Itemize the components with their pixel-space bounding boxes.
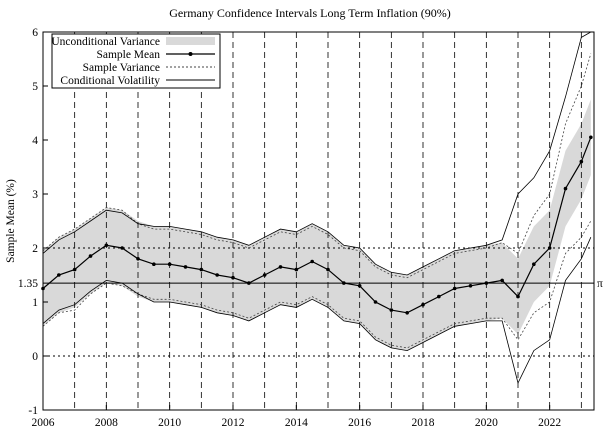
plot-frame (42, 31, 595, 411)
sample-mean-point (468, 284, 473, 288)
legend-entry-label: Sample Mean (96, 49, 160, 61)
sample-mean-point (88, 254, 93, 258)
sample-mean-point (231, 275, 235, 280)
x-tick-label: 2010 (158, 417, 181, 429)
sample-mean-point (547, 246, 552, 250)
sample-mean-point (437, 294, 441, 299)
sample-mean-point (579, 159, 584, 164)
sample-mean-point (167, 262, 172, 267)
chart-title: Germany Confidence Intervals Long Term I… (169, 6, 451, 20)
y-axis-label: Sample Mean (%) (5, 179, 17, 263)
sample-mean-point (373, 300, 378, 304)
axis-layer: -1 0 1 2 3 4 5 6 1.35 2006 2008 2010 2012 2014 2016 201… (18, 27, 603, 429)
sample-mean-point (104, 243, 109, 248)
sample-mean-point (215, 273, 219, 277)
x-tick-label: 2014 (285, 417, 308, 429)
x-tick-label: 2016 (348, 417, 371, 429)
sample-variance-upper (42, 53, 592, 279)
sample-mean-point (389, 308, 394, 312)
y-tick-label: 0 (32, 351, 38, 363)
sample-mean-point (310, 259, 314, 264)
sample-mean-point (183, 265, 188, 269)
x-tick-label: 2006 (32, 417, 55, 429)
y-tick-label: 3 (32, 189, 38, 201)
sample-mean-point (278, 265, 283, 269)
y-tick-label-target: 1.35 (18, 278, 38, 290)
sample-mean-point (72, 267, 77, 272)
legend-entry-label: Conditional Volatility (60, 75, 160, 87)
sample-mean-point (357, 284, 362, 288)
sample-mean-point (57, 273, 61, 277)
conditional-volatility-upper (42, 31, 592, 276)
unconditional-variance-band (43, 99, 591, 351)
x-tick-label: 2012 (222, 417, 245, 429)
legend-swatch-unconditional-variance (166, 37, 215, 45)
grid-layer (43, 32, 594, 410)
sample-mean-point (342, 281, 346, 285)
x-tick-label: 2018 (412, 417, 435, 429)
x-tick-label: 2020 (475, 417, 498, 429)
y-tick-label: -1 (28, 405, 38, 417)
sample-mean-point (120, 246, 124, 250)
sample-mean-point (532, 262, 536, 267)
y-tick-label: 4 (32, 135, 38, 147)
sample-mean-point (452, 286, 457, 291)
sample-mean-point (326, 267, 330, 272)
sample-mean-point (152, 262, 156, 267)
band-layer (43, 99, 591, 351)
sample-mean-point (500, 278, 504, 283)
sample-mean-point (262, 273, 267, 277)
sample-mean-point (405, 311, 409, 315)
sample-mean-point (484, 281, 489, 285)
sample-mean-point (136, 257, 140, 261)
x-tick-label: 2022 (538, 417, 561, 429)
y-tick-label: 5 (32, 81, 38, 93)
sample-mean-point (516, 294, 520, 299)
pi-marker: π (597, 278, 603, 290)
sample-mean-line (42, 137, 592, 314)
legend-swatch-sample-mean-marker (188, 52, 193, 56)
sample-mean-point (589, 135, 593, 140)
sample-mean-point (199, 267, 204, 272)
line-layer (41, 31, 593, 385)
legend-entry-label: Unconditional Variance (51, 36, 160, 48)
y-tick-label: 2 (32, 243, 38, 255)
y-tick-label: 1 (32, 297, 38, 309)
conditional-volatility-lower (42, 237, 592, 385)
x-tick-label: 2008 (95, 417, 118, 429)
sample-mean-point (247, 281, 251, 285)
sample-mean-point (421, 302, 425, 307)
legend-entry-label: Sample Variance (83, 62, 160, 74)
sample-mean-point (563, 186, 568, 191)
sample-mean-point (294, 267, 299, 272)
y-tick-label: 6 (32, 27, 38, 39)
